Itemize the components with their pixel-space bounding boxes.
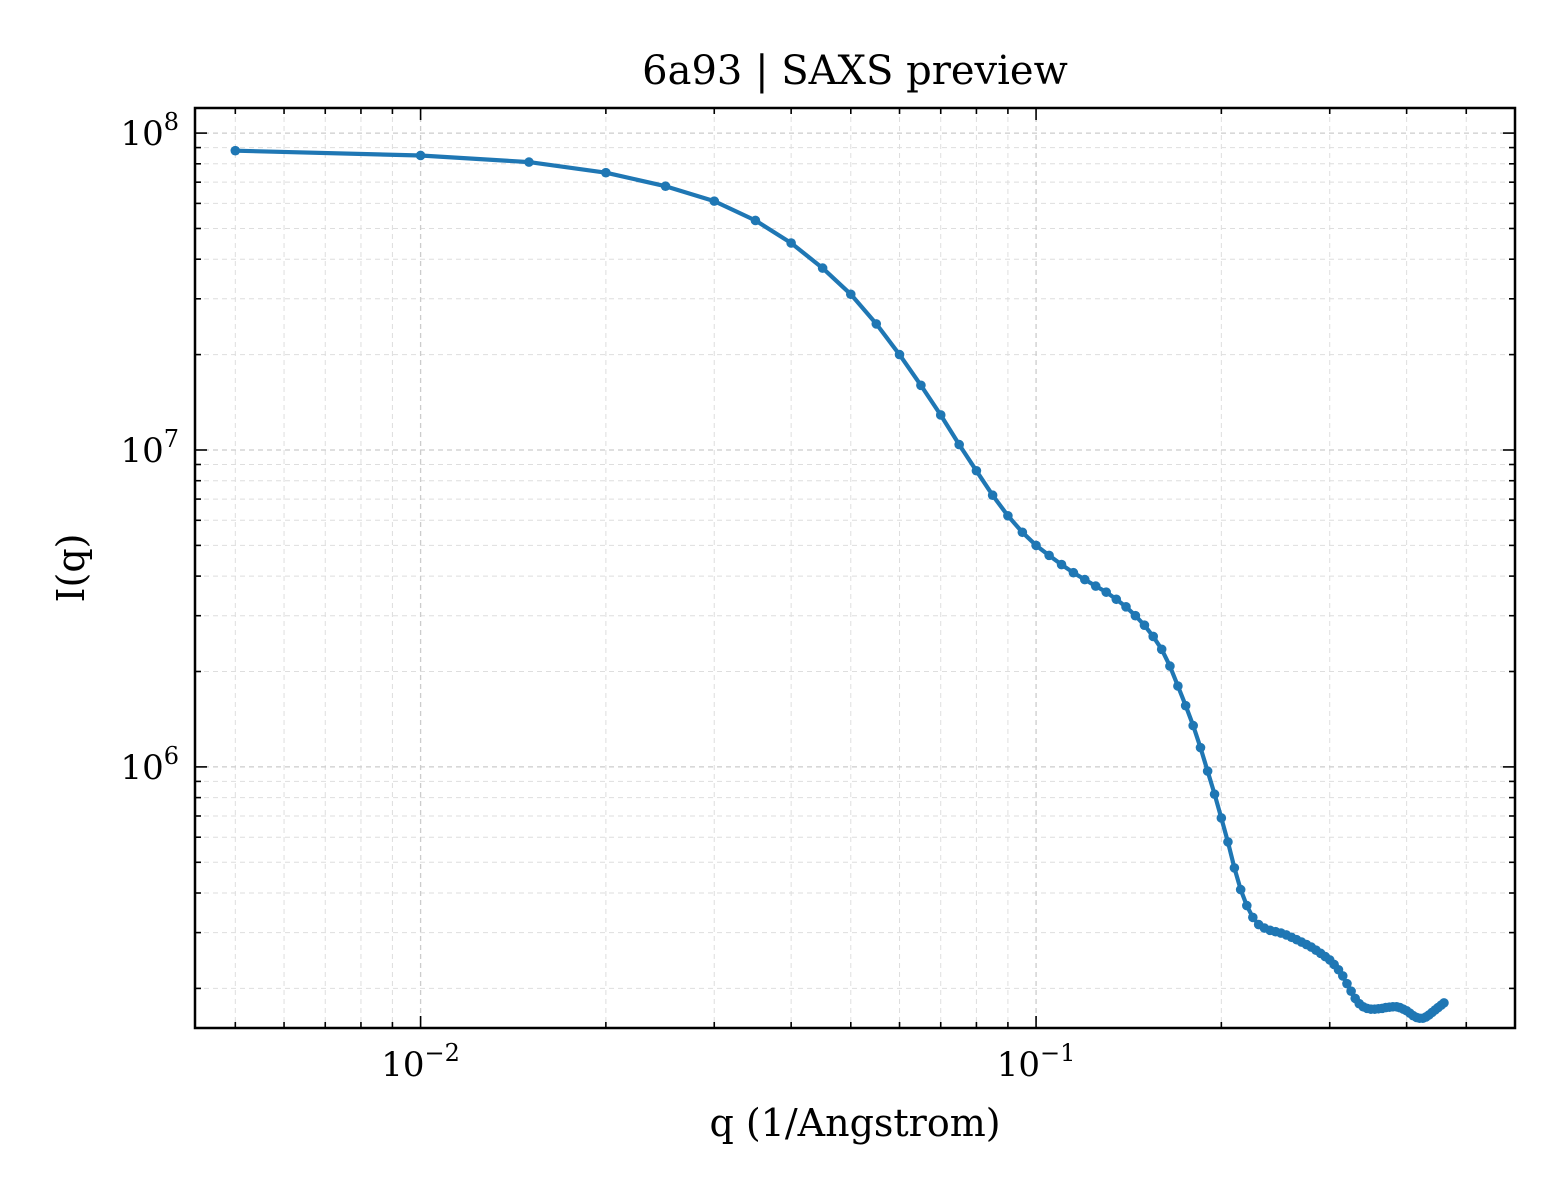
data-point: [230, 145, 241, 156]
data-point: [1165, 661, 1175, 671]
data-point: [1080, 574, 1090, 585]
y-tick-label-exponent: 7: [164, 425, 179, 453]
data-point: [894, 349, 905, 360]
minor-grid: [195, 108, 1515, 1028]
data-point: [415, 150, 426, 161]
data-point: [1180, 700, 1191, 711]
data-point: [817, 263, 828, 273]
data-point: [987, 490, 998, 501]
x-tick-label: 10−2: [381, 1039, 460, 1085]
data-point: [1139, 620, 1150, 630]
data-point: [1223, 837, 1233, 847]
plot-frame: [193, 106, 1517, 1030]
y-tick-label: 107: [120, 425, 179, 471]
data-point: [1017, 527, 1028, 538]
data-point: [786, 238, 796, 248]
data-point: [916, 380, 926, 391]
data-point: [971, 465, 982, 476]
y-axis-label: I(q): [49, 534, 93, 603]
data-point: [1148, 631, 1159, 642]
data-point: [1242, 900, 1252, 911]
data-point: [1101, 587, 1111, 597]
data-point: [871, 319, 882, 329]
data-point: [954, 439, 964, 450]
data-point: [1229, 863, 1240, 873]
data-point: [524, 157, 534, 167]
x-tick-label-exponent: −2: [425, 1039, 460, 1067]
y-tick-label-exponent: 8: [164, 108, 179, 136]
data-point: [1173, 681, 1183, 691]
x-tick-label-exponent: −1: [1040, 1039, 1075, 1067]
series-layer: [230, 145, 1449, 1024]
y-tick-label-exponent: 6: [164, 742, 179, 770]
data-point: [1031, 540, 1041, 551]
x-axis-label: q (1/Angstrom): [709, 1101, 1000, 1145]
data-point: [1156, 644, 1167, 655]
data-point: [935, 410, 946, 420]
data-point: [1121, 602, 1131, 612]
data-point: [1337, 971, 1348, 981]
x-tick-label-base: 10: [997, 1045, 1040, 1085]
data-point: [1346, 986, 1356, 996]
y-tick-label: 106: [120, 742, 179, 788]
data-point: [1439, 998, 1449, 1008]
x-tick-label-base: 10: [381, 1045, 424, 1085]
data-point: [660, 181, 671, 191]
data-point: [1248, 912, 1258, 923]
data-point: [1216, 813, 1227, 823]
data-point: [750, 215, 761, 226]
data-point: [1056, 559, 1067, 570]
data-point: [601, 167, 611, 178]
data-point: [709, 196, 720, 206]
data-point: [845, 289, 856, 300]
data-point: [1195, 742, 1206, 753]
data-point: [1111, 594, 1122, 605]
data-point: [1068, 567, 1079, 578]
data-point: [1209, 789, 1220, 800]
data-point: [1003, 510, 1013, 521]
major-grid: [195, 108, 1515, 1028]
y-tick-label-base: 10: [120, 431, 163, 471]
data-point: [1235, 884, 1246, 895]
data-point: [1188, 720, 1198, 731]
y-tick-label: 108: [120, 108, 179, 154]
x-tick-label: 10−1: [997, 1039, 1076, 1085]
data-point: [1044, 550, 1054, 561]
chart-title: 6a93 | SAXS preview: [642, 48, 1068, 94]
data-point: [1090, 581, 1101, 591]
data-point: [1130, 610, 1141, 621]
y-tick-label-base: 10: [120, 748, 163, 788]
data-point: [1342, 978, 1352, 989]
data-point: [1202, 766, 1213, 776]
y-tick-label-base: 10: [120, 114, 163, 154]
